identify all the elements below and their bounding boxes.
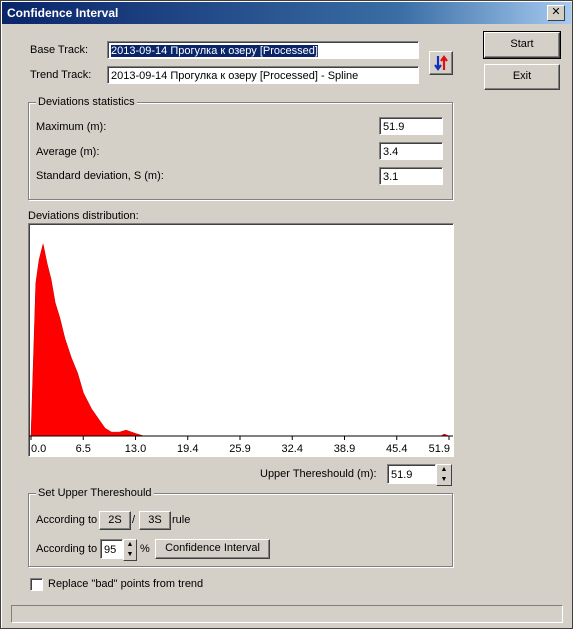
percent-field[interactable]: 95	[100, 539, 123, 559]
base-track-field[interactable]: 2013-09-14 Прогулка к озеру [Processed]	[107, 41, 419, 59]
stddev-field[interactable]: 3.1	[379, 167, 443, 185]
upper-threshold-spinner[interactable]: ▲ ▼	[436, 464, 452, 486]
replace-bad-points-label[interactable]: Replace "bad" points from trend	[48, 578, 204, 590]
trend-track-field[interactable]: 2013-09-14 Прогулка к озеру [Processed] …	[107, 66, 419, 84]
x-tick-label: 45.4	[386, 443, 407, 455]
title-bar[interactable]: Confidence Interval ✕	[2, 2, 571, 24]
x-tick-label: 32.4	[282, 443, 303, 455]
close-icon: ✕	[551, 6, 561, 18]
percent-sign: %	[140, 543, 150, 555]
rule-label: rule	[172, 514, 191, 526]
percent-spin-down-icon[interactable]: ▼	[126, 551, 134, 558]
distribution-label: Deviations distribution:	[28, 210, 139, 222]
distribution-chart: 0.0 6.5 13.0 19.4 25.9 32.4 38.9 45.4 51.9	[28, 223, 454, 457]
percent-spin-up-icon[interactable]: ▲	[126, 541, 134, 548]
deviations-statistics-title: Deviations statistics	[36, 96, 137, 108]
swap-tracks-button[interactable]	[429, 51, 453, 75]
percent-spinner[interactable]: ▲ ▼	[123, 539, 137, 561]
slash-label: /	[132, 514, 136, 526]
upper-threshold-field[interactable]: 51.9	[387, 464, 436, 484]
x-tick-label: 13.0	[125, 443, 146, 455]
swap-arrows-icon	[434, 55, 448, 71]
spin-down-icon[interactable]: ▼	[440, 476, 448, 483]
x-tick-label: 0.0	[31, 443, 46, 455]
rule-2s-button[interactable]: 2S	[99, 511, 131, 530]
x-tick-label: 38.9	[334, 443, 355, 455]
average-label: Average (m):	[36, 146, 100, 158]
confidence-interval-button[interactable]: Confidence Interval	[155, 539, 270, 559]
set-upper-threshold-title: Set Upper Thereshould	[36, 487, 154, 499]
trend-track-label: Trend Track:	[30, 69, 92, 81]
rule-3s-button[interactable]: 3S	[139, 511, 171, 530]
x-tick-label: 19.4	[177, 443, 198, 455]
set-upper-threshold-group	[28, 493, 453, 567]
upper-threshold-label: Upper Thereshould (m):	[260, 468, 377, 480]
window-title: Confidence Interval	[7, 6, 119, 20]
start-button[interactable]: Start	[483, 31, 561, 59]
base-track-label: Base Track:	[30, 44, 89, 56]
deviations-statistics-group	[28, 102, 453, 200]
distribution-chart-svg: 0.0 6.5 13.0 19.4 25.9 32.4 38.9 45.4 51.9	[29, 243, 453, 455]
replace-bad-points-checkbox[interactable]	[30, 578, 43, 591]
exit-button[interactable]: Exit	[484, 64, 560, 90]
maximum-label: Maximum (m):	[36, 121, 107, 133]
x-tick-label: 6.5	[76, 443, 91, 455]
maximum-field[interactable]: 51.9	[379, 117, 443, 135]
close-button[interactable]: ✕	[547, 5, 565, 21]
spin-up-icon[interactable]: ▲	[440, 466, 448, 473]
according-to-percent-label: According to	[36, 543, 98, 555]
distribution-area	[30, 243, 450, 437]
stddev-label: Standard deviation, S (m):	[36, 170, 164, 182]
x-tick-label: 25.9	[229, 443, 250, 455]
x-tick-label: 51.9	[429, 443, 450, 455]
average-field[interactable]: 3.4	[379, 142, 443, 160]
status-bar	[11, 605, 563, 623]
according-to-label: According to	[36, 514, 98, 526]
